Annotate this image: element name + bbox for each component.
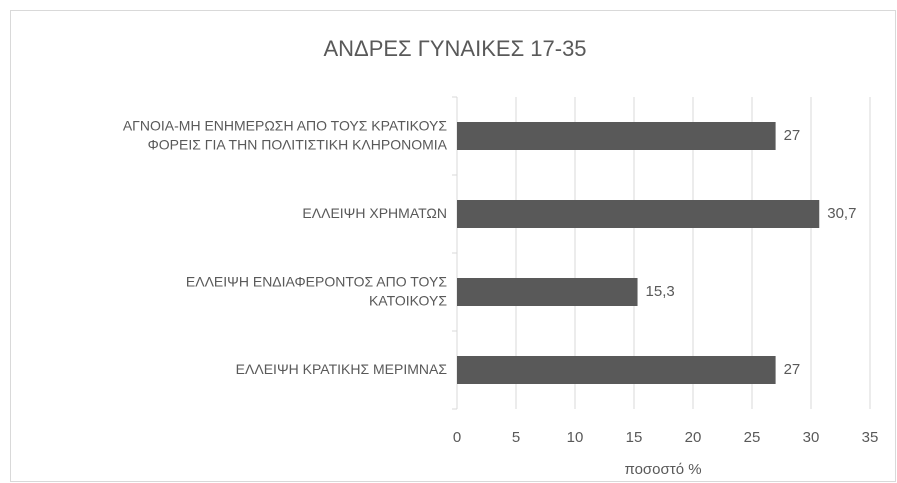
y-tick-label: ΕΛΛΕΙΨΗ ΧΡΗΜΑΤΩΝ — [302, 205, 447, 221]
data-label: 30,7 — [827, 205, 856, 222]
chart-title: ΑΝΔΡΕΣ ΓΥΝΑΙΚΕΣ 17-35 — [323, 36, 586, 61]
y-tick-label-line: ΕΛΛΕΙΨΗ ΚΡΑΤΙΚΗΣ ΜΕΡΙΜΝΑΣ — [236, 361, 448, 377]
chart-border — [10, 10, 896, 482]
y-tick-label-line: ΕΛΛΕΙΨΗ ΕΝΔΙΑΦΕΡΟΝΤΟΣ ΑΠΟ ΤΟΥΣ — [186, 273, 447, 289]
x-axis-label: ποσοστό % — [624, 461, 701, 478]
y-tick-label: ΑΓΝΟΙΑ-ΜΗ ΕΝΗΜΕΡΩΣΗ ΑΠΟ ΤΟΥΣ ΚΡΑΤΙΚΟΥΣ ΦΟ… — [123, 117, 448, 152]
bar — [457, 122, 776, 150]
x-tick-label: 20 — [685, 429, 702, 446]
y-tick-label: ΕΛΛΕΙΨΗ ΕΝΔΙΑΦΕΡΟΝΤΟΣ ΑΠΟ ΤΟΥΣ ΚΑΤΟΙΚΟΥΣ — [186, 273, 447, 308]
bar — [457, 278, 638, 306]
data-label: 27 — [784, 361, 801, 378]
x-tick-label: 30 — [803, 429, 820, 446]
data-label: 27 — [784, 127, 801, 144]
y-tick-label-line: ΚΑΤΟΙΚΟΥΣ — [369, 292, 447, 308]
data-label: 15,3 — [646, 283, 675, 300]
x-tick-label: 10 — [567, 429, 584, 446]
bar — [457, 200, 820, 228]
x-tick-label: 15 — [626, 429, 643, 446]
y-tick-label-line: ΕΛΛΕΙΨΗ ΧΡΗΜΑΤΩΝ — [302, 205, 447, 221]
x-tick-label: 0 — [453, 429, 461, 446]
x-tick-label: 25 — [744, 429, 761, 446]
y-tick-label-line: ΦΟΡΕΙΣ ΓΙΑ ΤΗΝ ΠΟΛΙΤΙΣΤΙΚΗ ΚΛΗΡΟΝΟΜΙΑ — [148, 136, 448, 152]
x-tick-label: 5 — [512, 429, 520, 446]
x-tick-label: 35 — [862, 429, 879, 446]
bar — [457, 356, 776, 384]
y-tick-label: ΕΛΛΕΙΨΗ ΚΡΑΤΙΚΗΣ ΜΕΡΙΜΝΑΣ — [236, 361, 448, 377]
y-tick-label-line: ΑΓΝΟΙΑ-ΜΗ ΕΝΗΜΕΡΩΣΗ ΑΠΟ ΤΟΥΣ ΚΡΑΤΙΚΟΥΣ — [123, 117, 447, 133]
